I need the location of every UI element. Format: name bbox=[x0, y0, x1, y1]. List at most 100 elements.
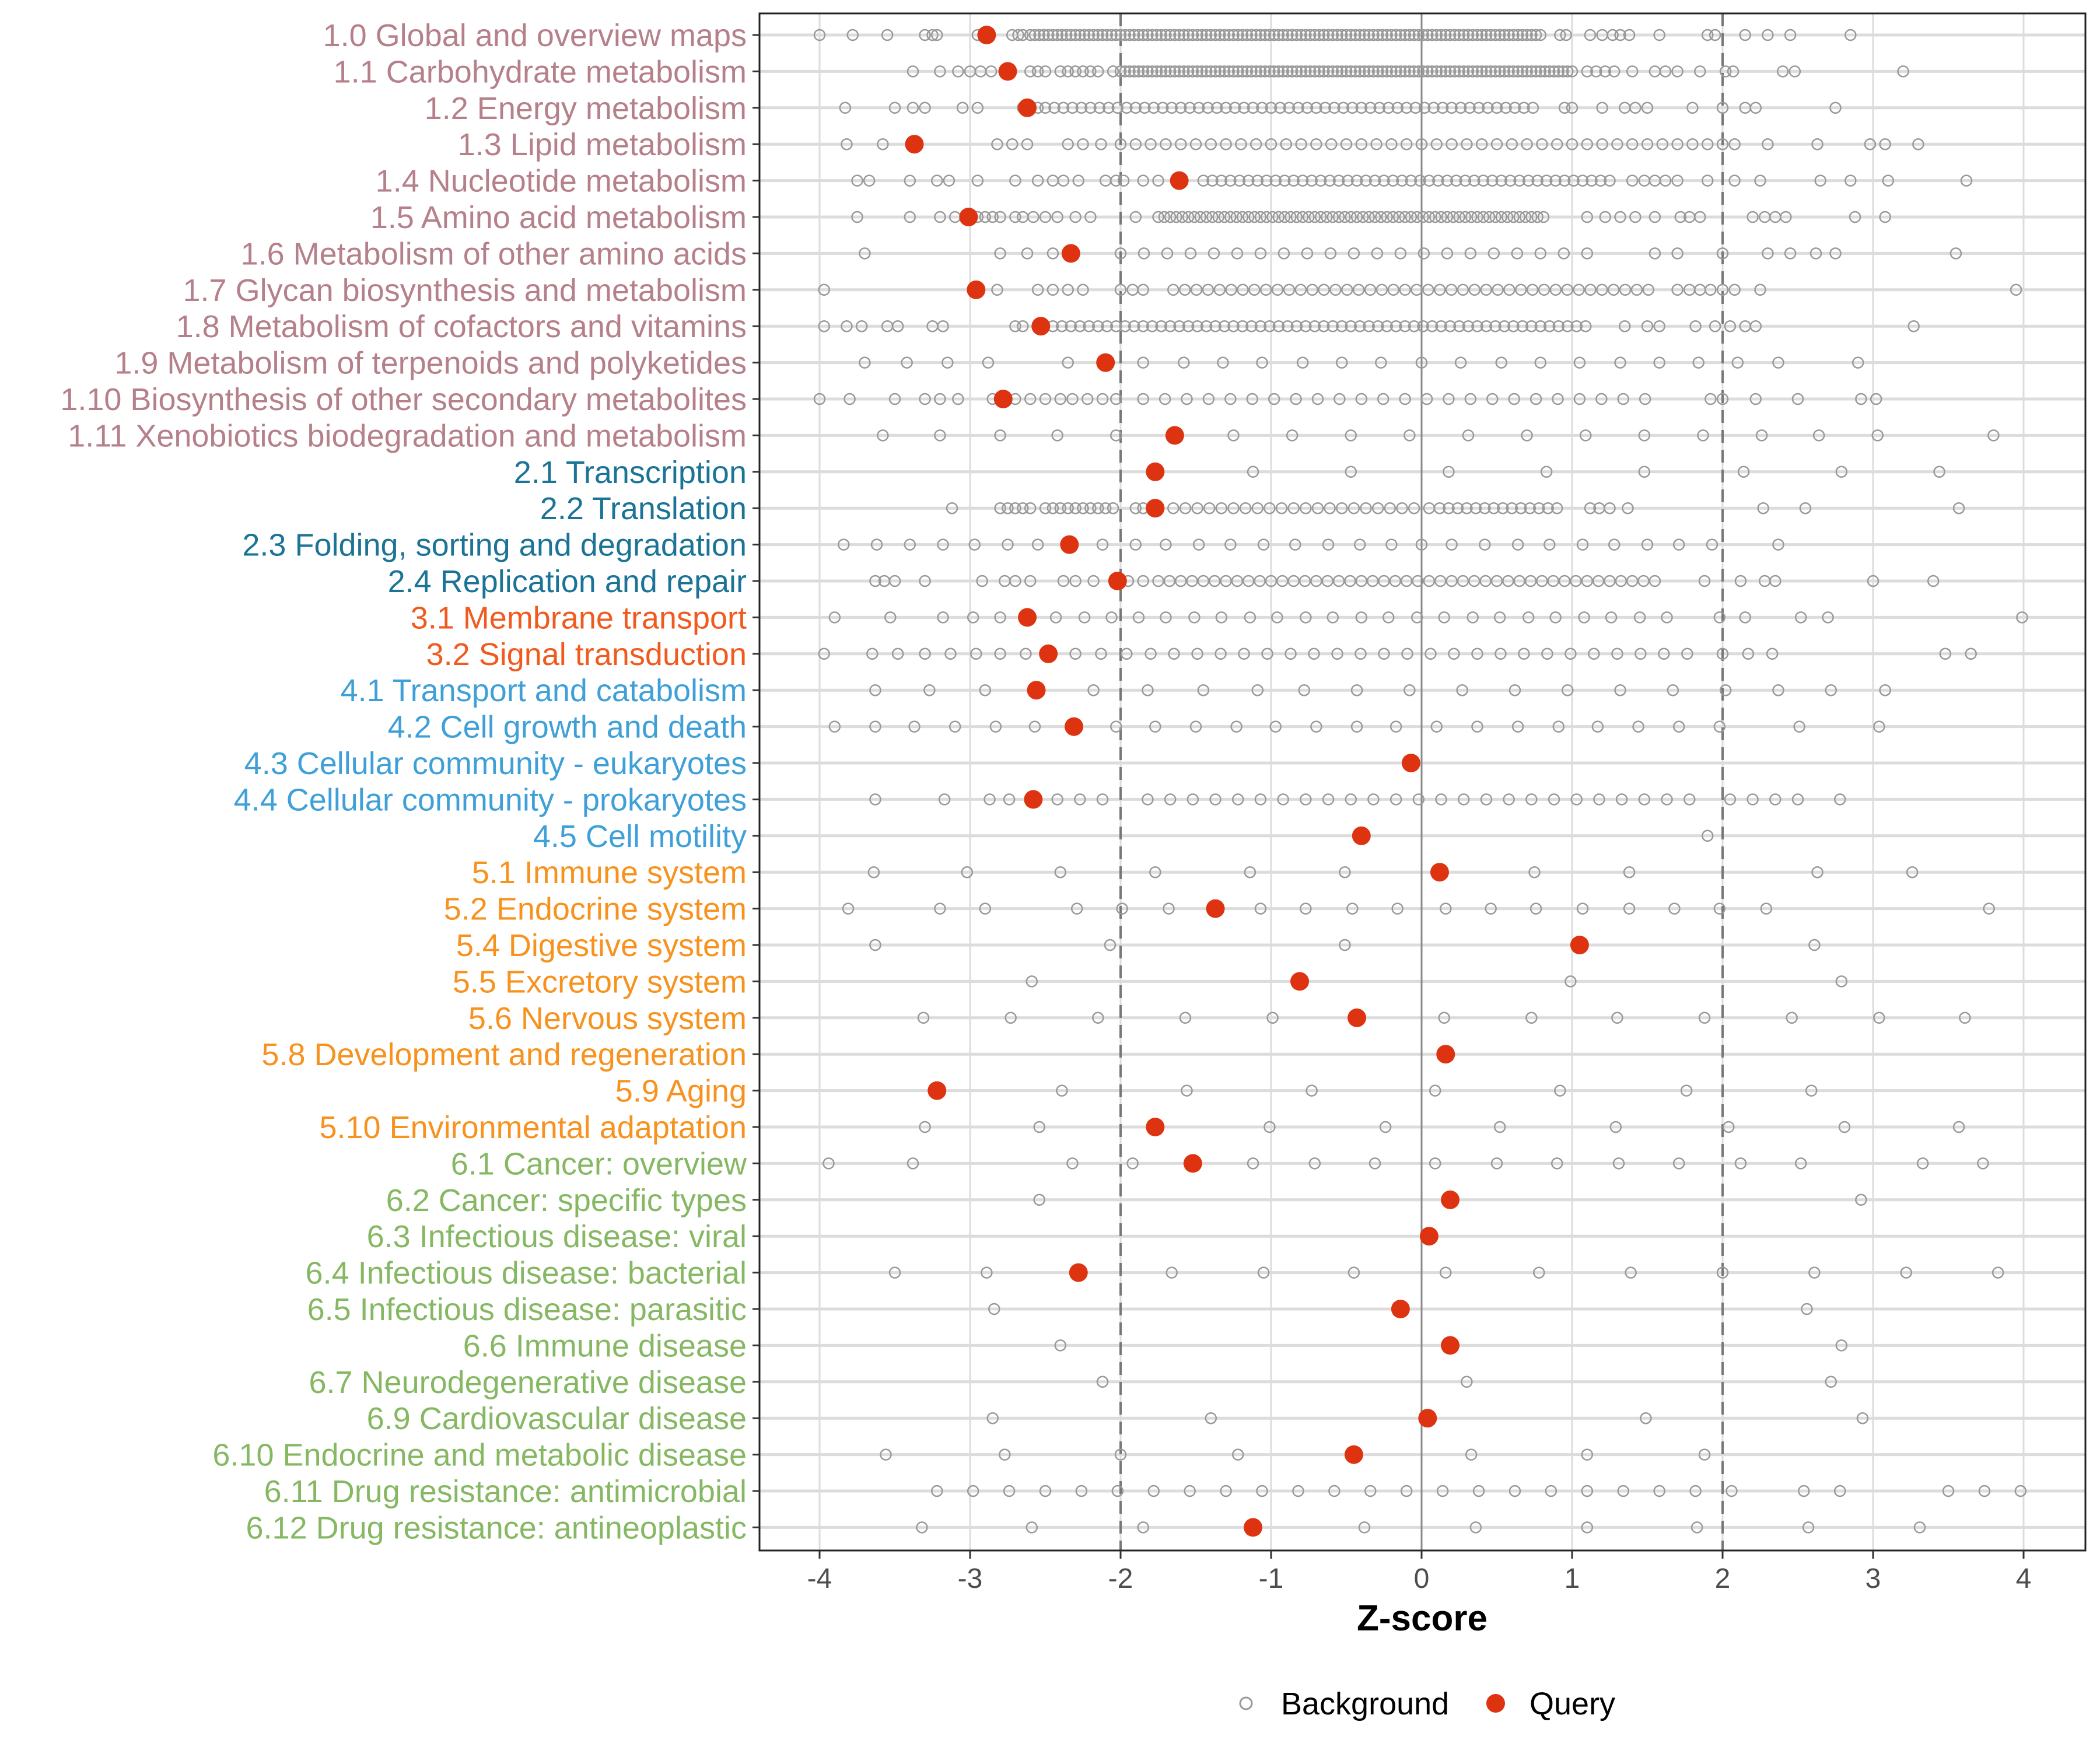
background-point bbox=[1286, 29, 1298, 41]
background-point bbox=[1026, 1521, 1038, 1534]
background-point bbox=[1254, 902, 1267, 915]
background-point bbox=[1642, 284, 1655, 296]
background-point bbox=[1719, 65, 1732, 78]
background-point bbox=[1429, 1084, 1441, 1097]
background-point bbox=[994, 247, 1006, 260]
background-point bbox=[1900, 1266, 1913, 1279]
background-point bbox=[1672, 538, 1685, 551]
background-point bbox=[1124, 65, 1136, 78]
background-point bbox=[1251, 502, 1264, 514]
background-point bbox=[1728, 174, 1741, 187]
background-point bbox=[1166, 1266, 1178, 1279]
background-point bbox=[1536, 575, 1548, 587]
background-point bbox=[1912, 138, 1924, 150]
background-point bbox=[1178, 284, 1191, 296]
category-label: 4.2 Cell growth and death bbox=[388, 710, 747, 745]
background-point bbox=[1544, 538, 1556, 551]
background-point bbox=[1614, 684, 1626, 696]
background-point bbox=[1498, 320, 1511, 332]
background-point bbox=[1039, 102, 1052, 114]
background-point bbox=[891, 320, 904, 332]
background-point bbox=[1810, 247, 1822, 260]
background-point bbox=[1254, 29, 1267, 41]
background-point bbox=[1114, 65, 1127, 78]
background-point bbox=[1266, 1012, 1279, 1024]
background-point bbox=[944, 648, 957, 660]
background-point bbox=[1405, 174, 1418, 187]
background-point bbox=[1573, 356, 1586, 369]
background-point bbox=[1485, 65, 1497, 78]
background-point bbox=[1513, 575, 1525, 587]
background-point bbox=[1363, 65, 1375, 78]
background-point bbox=[1370, 138, 1382, 150]
background-point bbox=[1277, 65, 1289, 78]
background-point bbox=[1231, 247, 1244, 260]
background-point bbox=[1609, 1121, 1622, 1133]
background-point bbox=[1466, 611, 1479, 624]
background-point bbox=[1913, 1521, 1926, 1534]
background-point bbox=[1306, 284, 1318, 296]
background-point bbox=[859, 247, 871, 260]
background-point bbox=[1435, 320, 1447, 332]
query-point bbox=[1441, 1190, 1460, 1209]
background-point bbox=[1558, 174, 1571, 187]
background-point bbox=[1503, 29, 1515, 41]
background-point bbox=[1615, 575, 1628, 587]
background-point bbox=[1471, 211, 1483, 223]
background-point bbox=[1694, 65, 1706, 78]
background-point bbox=[1239, 502, 1252, 514]
background-point bbox=[1077, 138, 1089, 150]
background-point bbox=[1584, 29, 1597, 41]
background-point bbox=[1155, 29, 1167, 41]
background-point bbox=[1282, 320, 1294, 332]
background-point bbox=[1524, 575, 1537, 587]
background-point bbox=[1254, 211, 1267, 223]
background-point bbox=[1121, 648, 1133, 660]
background-point bbox=[1321, 575, 1334, 587]
background-point bbox=[1296, 174, 1309, 187]
background-point bbox=[1511, 247, 1524, 260]
background-point bbox=[1220, 575, 1232, 587]
background-point bbox=[1191, 502, 1203, 514]
background-point bbox=[1612, 1157, 1625, 1170]
background-point bbox=[967, 1485, 979, 1497]
background-point bbox=[1248, 211, 1261, 223]
background-point bbox=[1236, 320, 1249, 332]
background-point bbox=[1158, 211, 1171, 223]
background-point bbox=[1209, 29, 1222, 41]
background-point bbox=[1713, 611, 1726, 624]
background-point bbox=[1191, 65, 1203, 78]
background-point bbox=[1908, 320, 1920, 332]
background-point bbox=[1261, 648, 1273, 660]
background-point bbox=[1137, 65, 1149, 78]
background-point bbox=[1475, 65, 1488, 78]
background-point bbox=[1083, 29, 1096, 41]
background-point bbox=[1378, 575, 1390, 587]
background-point bbox=[1132, 65, 1145, 78]
background-point bbox=[1742, 648, 1755, 660]
background-point bbox=[1254, 247, 1267, 260]
background-point bbox=[982, 356, 995, 369]
background-point bbox=[1069, 648, 1082, 660]
background-point bbox=[1046, 284, 1059, 296]
background-point bbox=[1573, 393, 1586, 405]
background-point bbox=[961, 866, 974, 878]
background-point bbox=[1399, 29, 1411, 41]
background-point bbox=[1475, 29, 1488, 41]
background-point bbox=[1164, 793, 1177, 806]
background-point bbox=[1625, 1266, 1637, 1279]
background-point bbox=[1278, 247, 1290, 260]
background-point bbox=[1054, 65, 1067, 78]
background-point bbox=[1099, 502, 1112, 514]
background-point bbox=[1558, 102, 1571, 114]
background-point bbox=[1457, 575, 1469, 587]
background-point bbox=[1638, 429, 1651, 442]
background-point bbox=[1048, 102, 1060, 114]
background-point bbox=[1326, 320, 1339, 332]
background-point bbox=[1855, 393, 1867, 405]
background-point bbox=[1182, 29, 1195, 41]
background-point bbox=[1451, 502, 1464, 514]
background-point bbox=[1856, 1412, 1869, 1424]
background-point bbox=[1184, 247, 1197, 260]
background-point bbox=[1464, 247, 1477, 260]
